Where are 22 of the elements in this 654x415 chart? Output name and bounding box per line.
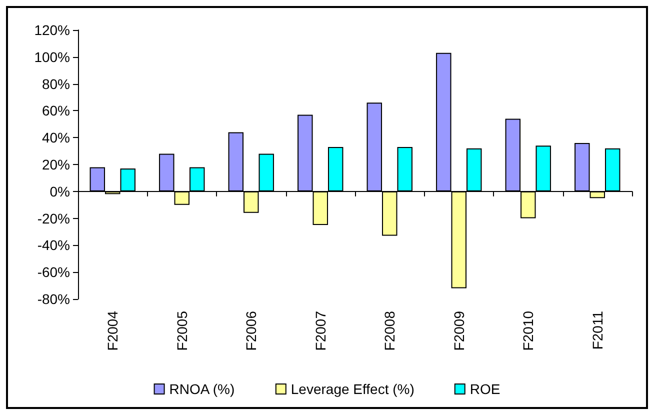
x-tick-label: F2010 <box>520 310 536 351</box>
x-tick-label: F2008 <box>382 310 398 351</box>
x-tick-label: F2011 <box>589 310 606 350</box>
x-tick-label: F2005 <box>174 310 190 351</box>
legend-label: ROE <box>470 381 500 397</box>
legend-label: Leverage Effect (%) <box>290 381 414 397</box>
y-tick-label: 20% <box>42 156 70 172</box>
y-tick-label: 60% <box>42 102 70 119</box>
x-tick-label: F2004 <box>104 310 121 351</box>
x-tick-label: F2006 <box>243 310 260 351</box>
y-tick-label: 100% <box>34 48 70 65</box>
y-tick-label: 120% <box>34 22 70 38</box>
y-tick-label: -80% <box>37 291 70 307</box>
y-tick-label: -60% <box>37 264 70 280</box>
x-tick-label: F2009 <box>450 310 467 351</box>
y-tick-label: 80% <box>42 76 70 92</box>
y-tick-label: 40% <box>42 130 70 146</box>
y-tick-label: 0% <box>50 183 70 200</box>
x-tick-label: F2007 <box>312 310 328 351</box>
y-tick-label: -20% <box>37 210 70 226</box>
y-tick-label: -40% <box>37 237 70 254</box>
legend-label: RNOA (%) <box>169 381 235 397</box>
